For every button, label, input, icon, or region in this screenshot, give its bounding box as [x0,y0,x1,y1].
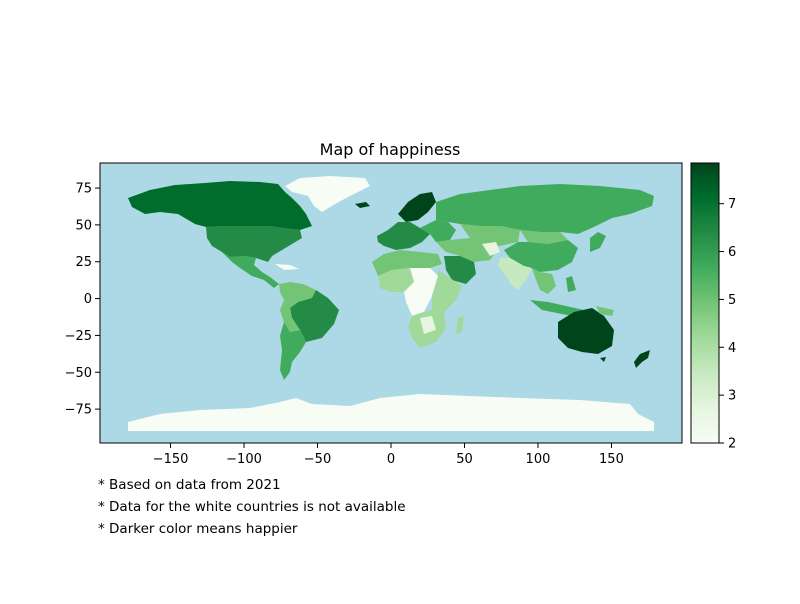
country-western-europe [377,222,430,250]
antarctica [128,394,654,431]
country-zambia-zimbabwe [420,316,436,334]
country-central-africa [404,268,438,316]
colorbar-ticks: 2 3 4 5 6 7 [719,197,736,452]
country-scandinavia [398,192,436,222]
country-west-africa [378,268,414,292]
country-north-africa [372,250,442,276]
country-afghanistan [482,242,500,256]
footnote-2: * Data for the white countries is not av… [98,499,406,515]
country-mongolia [520,230,568,244]
y-tick-label: 50 [75,218,92,233]
map-title: Map of happiness [320,140,461,159]
country-philippines [566,276,576,292]
country-iceland [355,202,370,208]
x-tick-label: −100 [226,452,262,467]
x-tick-label: 50 [456,452,473,467]
country-cuba [275,264,299,270]
y-tick-label: −25 [65,329,92,344]
country-greenland [285,176,370,212]
country-new-zealand [634,350,650,368]
colorbar: 2 3 4 5 6 7 [690,162,736,452]
country-papua [596,306,614,316]
x-tick-label: 0 [387,452,395,467]
country-russia [436,184,654,234]
map-axes: −150 −100 −50 0 50 100 150 75 50 25 0 −25 −50 −75 [65,162,683,467]
country-argentina-chile [280,322,306,380]
country-colombia-venezuela [279,282,316,302]
y-tick-label: −75 [65,403,92,418]
country-turkey-iran [436,238,496,262]
country-southeast-asia [532,268,556,294]
y-axis-ticks: 75 50 25 0 −25 −50 −75 [65,182,100,418]
colorbar-tick-label: 4 [728,341,736,356]
colorbar-tick-label: 6 [728,245,736,260]
x-axis-ticks: −150 −100 −50 0 50 100 150 [153,443,624,467]
x-tick-label: 150 [599,452,624,467]
country-japan [590,232,606,252]
footnote-3: * Darker color means happier [98,521,298,537]
country-india [498,258,532,290]
y-tick-label: −50 [65,366,92,381]
x-tick-label: −150 [153,452,189,467]
x-tick-label: −50 [304,452,331,467]
footnotes: * Based on data from 2021 * Data for the… [98,477,406,537]
y-tick-label: 75 [75,182,92,197]
colorbar-tick-label: 7 [728,197,736,212]
y-tick-label: 25 [75,255,92,270]
country-china [504,240,578,272]
y-tick-label: 0 [84,292,92,307]
country-usa [206,226,302,262]
colorbar-tick-label: 2 [728,437,736,452]
colorbar-tick-label: 5 [728,293,736,308]
x-tick-label: 100 [526,452,551,467]
country-east-africa [432,270,462,312]
country-eastern-europe [420,220,456,242]
country-tasmania [600,357,606,362]
colorbar-tick-label: 3 [728,389,736,404]
country-peru-bolivia [280,300,300,332]
country-madagascar [456,316,464,334]
country-canada [128,181,312,230]
country-arabia [444,256,476,284]
country-mexico [222,252,279,288]
colorbar-gradient [690,162,720,444]
footnote-1: * Based on data from 2021 [98,477,281,493]
landmasses [128,176,654,431]
country-australia [558,308,614,354]
country-brazil [290,290,339,342]
